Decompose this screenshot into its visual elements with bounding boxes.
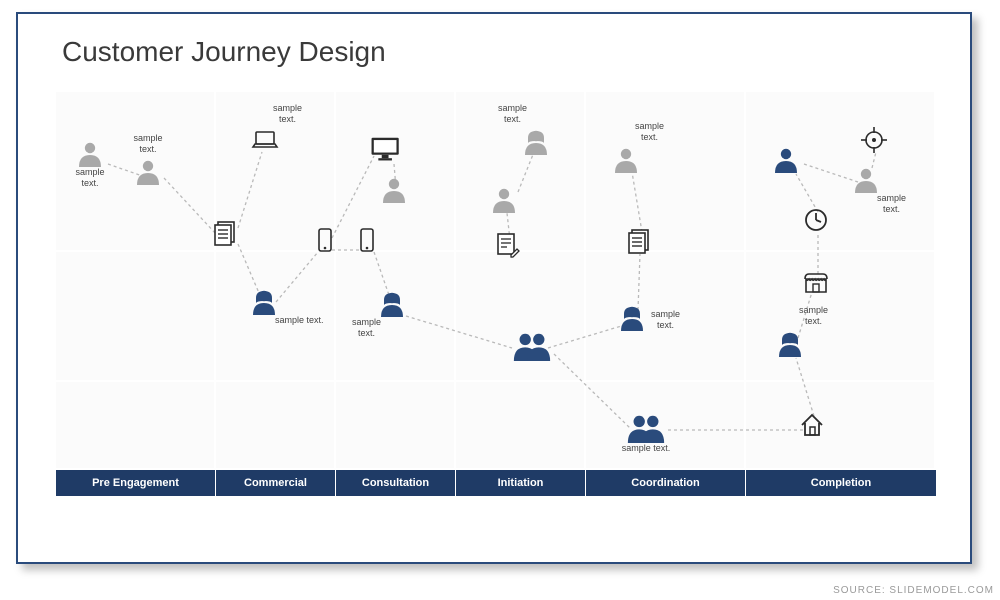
- grid-cell: [216, 382, 334, 468]
- node-doc-pencil: [493, 229, 523, 259]
- node-person: [771, 143, 801, 173]
- grid-cell: [746, 382, 934, 468]
- grid-cell: [586, 92, 744, 250]
- node-document: [625, 225, 655, 255]
- node-label: sample text.: [498, 103, 527, 125]
- node-person-female: sample text.: [617, 301, 647, 331]
- node-label: sample text.: [75, 167, 104, 189]
- node-person: sample text.: [133, 155, 163, 185]
- node-clock: [801, 205, 831, 235]
- node-label: sample text.: [133, 133, 162, 155]
- stage-pre-engagement: Pre Engagement: [56, 470, 216, 496]
- stage-commercial: Commercial: [216, 470, 336, 496]
- node-label: sample text.: [651, 309, 680, 331]
- node-label: sample text.: [273, 103, 302, 125]
- node-label: sample text.: [622, 443, 671, 454]
- grid-cell: [56, 382, 214, 468]
- journey-grid: sample text. sample text. sample text. s…: [56, 92, 936, 496]
- node-label: sample text.: [635, 121, 664, 143]
- grid-cell: [336, 382, 454, 468]
- stage-bar: Pre EngagementCommercialConsultationInit…: [56, 470, 936, 496]
- node-person-female: sample text.: [249, 285, 279, 315]
- node-label: sample text.: [352, 317, 381, 339]
- grid-cell: [746, 252, 934, 380]
- node-person: sample text.: [611, 143, 641, 173]
- node-phone: [351, 225, 381, 255]
- node-pair: sample text.: [625, 409, 667, 443]
- grid-cell: [56, 252, 214, 380]
- stage-completion: Completion: [746, 470, 936, 496]
- node-person: [489, 183, 519, 213]
- node-document: [211, 217, 241, 247]
- slide-frame: Customer Journey Design sample text. sam…: [16, 12, 972, 564]
- node-shop: [801, 267, 831, 297]
- node-person: sample text.: [75, 137, 105, 167]
- stage-initiation: Initiation: [456, 470, 586, 496]
- node-person-female: sample text.: [775, 327, 805, 357]
- node-person: sample text.: [851, 163, 881, 193]
- node-label: sample text.: [877, 193, 906, 215]
- stage-consultation: Consultation: [336, 470, 456, 496]
- node-label: sample text.: [275, 315, 324, 326]
- node-monitor: [367, 131, 401, 165]
- node-laptop: sample text.: [249, 125, 279, 155]
- node-person-female: sample text.: [377, 287, 407, 317]
- node-label: sample text.: [799, 305, 828, 327]
- grid-cell: [456, 382, 584, 468]
- node-phone: [309, 225, 339, 255]
- node-target: [859, 125, 889, 155]
- node-house: [797, 409, 827, 439]
- slide-title: Customer Journey Design: [62, 36, 386, 68]
- stage-coordination: Coordination: [586, 470, 746, 496]
- node-person: [379, 173, 409, 203]
- source-attribution: SOURCE: SLIDEMODEL.COM: [833, 585, 994, 596]
- node-person-female: sample text.: [521, 125, 551, 155]
- node-pair: [511, 327, 553, 361]
